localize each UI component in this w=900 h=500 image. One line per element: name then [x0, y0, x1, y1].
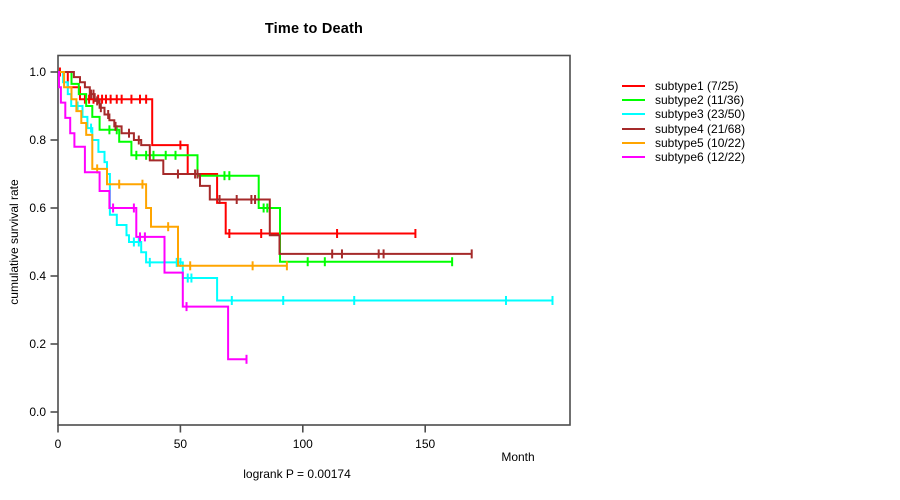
y-tick-label: 0.0: [29, 405, 46, 419]
legend-label-subtype5: subtype5 (10/22): [655, 135, 746, 150]
legend-label-subtype2: subtype2 (11/36): [655, 93, 745, 108]
legend-item-subtype5: subtype5 (10/22): [622, 136, 745, 150]
y-tick-label: 0.4: [29, 269, 46, 283]
curve-subtype6: [58, 71, 247, 361]
chart-title: Time to Death: [264, 21, 364, 37]
plot-border: [57, 54, 571, 426]
legend-item-subtype3: subtype3 (23/50): [622, 107, 745, 121]
y-tick-label: 0.2: [29, 337, 46, 351]
y-axis-label: cumulative survival rate: [7, 179, 21, 305]
legend-line-swatch-subtype5: [622, 141, 645, 144]
legend-item-subtype1: subtype1 (7/25): [622, 79, 745, 93]
y-tick-label: 0.6: [29, 201, 46, 215]
logrank-p-annotation: logrank P = 0.00174: [243, 467, 351, 481]
legend: subtype1 (7/25) subtype2 (11/36) subtype3 …: [622, 79, 745, 164]
legend-line-swatch-subtype4: [622, 127, 645, 130]
curve-subtype3: [58, 71, 553, 302]
legend-item-subtype2: subtype2 (11/36): [622, 93, 745, 107]
legend-label-subtype3: subtype3 (23/50): [655, 107, 746, 122]
legend-item-subtype6: subtype6 (12/22): [622, 150, 745, 164]
x-tick-label: 0: [54, 437, 62, 451]
x-tick-label: 50: [173, 437, 188, 451]
legend-line-swatch-subtype3: [622, 113, 645, 116]
legend-label-subtype6: subtype6 (12/22): [655, 150, 746, 165]
legend-label-subtype1: subtype1 (7/25): [655, 79, 739, 94]
legend-line-swatch-subtype6: [622, 156, 645, 159]
x-tick-label: 100: [292, 437, 313, 451]
curve-subtype5: [58, 71, 287, 267]
y-tick-label: 0.8: [29, 133, 46, 147]
curve-subtype4: [58, 71, 472, 255]
legend-item-subtype4: subtype4 (21/68): [622, 122, 745, 136]
legend-label-subtype4: subtype4 (21/68): [655, 121, 746, 136]
legend-line-swatch-subtype2: [622, 99, 645, 102]
x-tick-label: 150: [415, 437, 436, 451]
y-tick-label: 1.0: [29, 65, 46, 79]
x-axis-label: Month: [501, 450, 535, 464]
legend-line-swatch-subtype1: [622, 85, 645, 88]
